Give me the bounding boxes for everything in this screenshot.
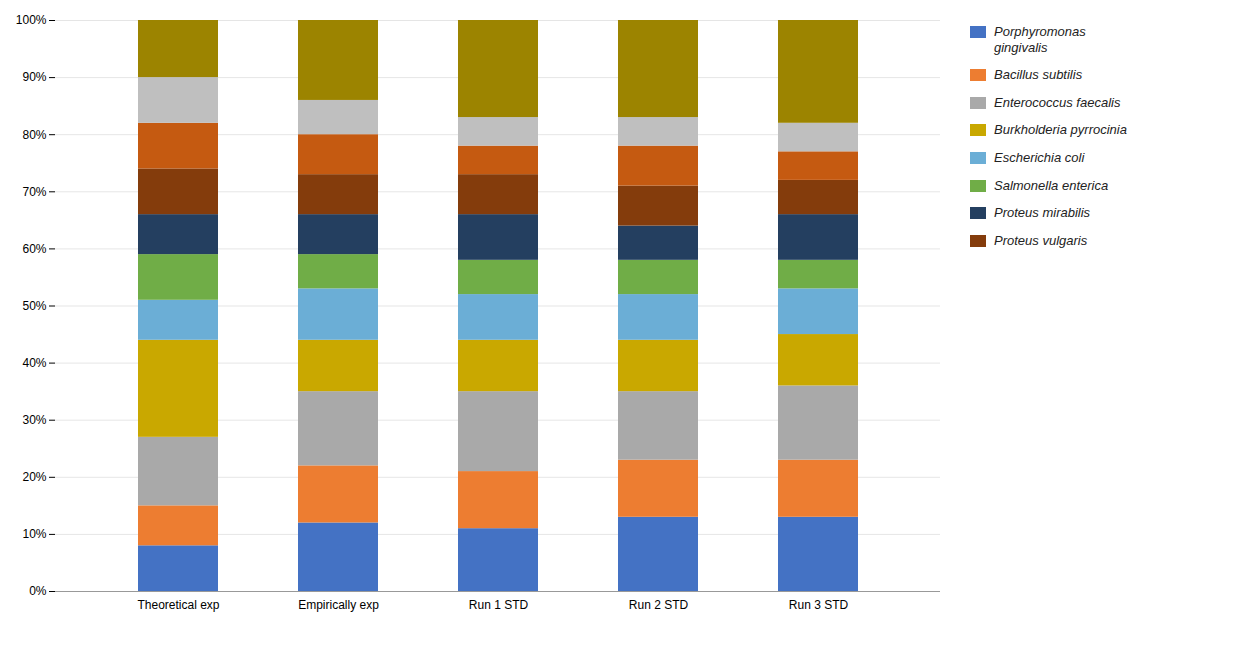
html-text:Porphyromonas gingivalis: Porphyromonas gingivalis (994, 24, 1086, 55)
svg-text:40%: 40% (22, 356, 46, 370)
svg-text:80%: 80% (22, 128, 46, 142)
html-text:Proteus mirabilis: Proteus mirabilis (994, 205, 1091, 221)
svg-text:60%: 60% (22, 242, 46, 256)
html-text:Proteus vulgaris: Proteus vulgaris (994, 232, 1088, 248)
svg-text:0%: 0% (29, 584, 47, 598)
svg-text:Theoretical exp: Theoretical exp (137, 598, 219, 612)
html-text:Salmonella enterica: Salmonella enterica (994, 177, 1109, 193)
html-text:Bacillus subtilis: Bacillus subtilis (994, 67, 1083, 83)
svg-text:20%: 20% (22, 470, 46, 484)
svg-text:70%: 70% (22, 185, 46, 199)
svg-text:30%: 30% (22, 413, 46, 427)
svg-text:100%: 100% (16, 13, 47, 27)
svg-text:Run 2 STD: Run 2 STD (629, 598, 689, 612)
svg-text:Empirically exp: Empirically exp (298, 598, 379, 612)
svg-text:10%: 10% (22, 527, 46, 541)
html-text:Burkholderia pyrrocinia: Burkholderia pyrrocinia (994, 122, 1127, 138)
svg-text:Run 1 STD: Run 1 STD (469, 598, 529, 612)
html-text:Enterococcus faecalis: Enterococcus faecalis (994, 94, 1121, 110)
svg-text:90%: 90% (22, 70, 46, 84)
html-text:Escherichia coli: Escherichia coli (994, 150, 1085, 165)
svg-text:50%: 50% (22, 299, 46, 313)
svg-text:Run 3 STD: Run 3 STD (789, 598, 849, 612)
